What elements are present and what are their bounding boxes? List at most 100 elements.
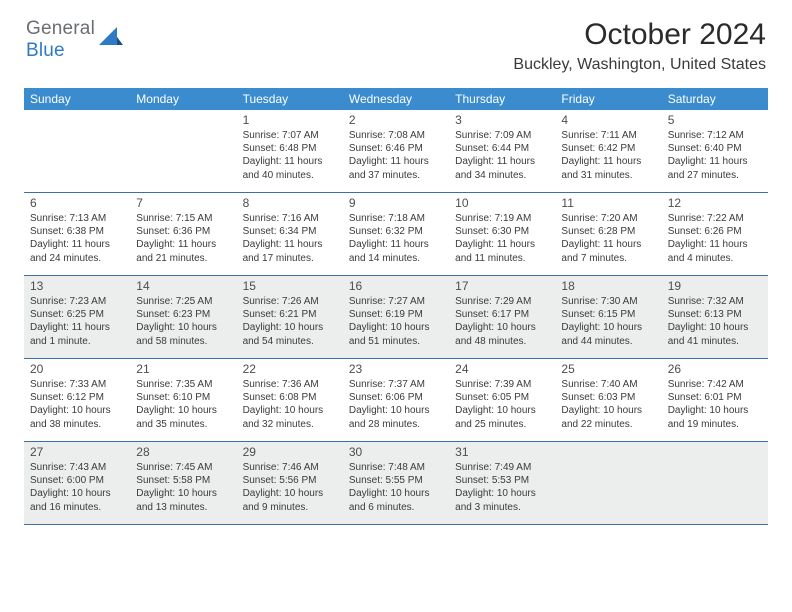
brand-logo: General Blue: [26, 18, 125, 62]
sunrise-text: Sunrise: 7:49 AM: [455, 461, 549, 474]
location: Buckley, Washington, United States: [513, 56, 766, 74]
day-number: 24: [455, 362, 549, 376]
sunset-text: Sunset: 6:34 PM: [243, 225, 337, 238]
sunset-text: Sunset: 6:38 PM: [30, 225, 124, 238]
sunset-text: Sunset: 6:01 PM: [668, 391, 762, 404]
daylight-text: Daylight: 11 hours and 11 minutes.: [455, 238, 549, 264]
daylight-text: Daylight: 11 hours and 40 minutes.: [243, 155, 337, 181]
sunrise-text: Sunrise: 7:32 AM: [668, 295, 762, 308]
day-number: 30: [349, 445, 443, 459]
sunrise-text: Sunrise: 7:48 AM: [349, 461, 443, 474]
sunset-text: Sunset: 5:58 PM: [136, 474, 230, 487]
day-cell: 29Sunrise: 7:46 AMSunset: 5:56 PMDayligh…: [237, 442, 343, 524]
day-cell: 18Sunrise: 7:30 AMSunset: 6:15 PMDayligh…: [555, 276, 661, 358]
weeks-container: 1Sunrise: 7:07 AMSunset: 6:48 PMDaylight…: [24, 110, 768, 525]
sunrise-text: Sunrise: 7:19 AM: [455, 212, 549, 225]
day-number: 11: [561, 196, 655, 210]
dow-row: SundayMondayTuesdayWednesdayThursdayFrid…: [24, 88, 768, 110]
day-number: 15: [243, 279, 337, 293]
sunrise-text: Sunrise: 7:20 AM: [561, 212, 655, 225]
sunrise-text: Sunrise: 7:08 AM: [349, 129, 443, 142]
sunset-text: Sunset: 6:21 PM: [243, 308, 337, 321]
day-number: 18: [561, 279, 655, 293]
brand-part2: Blue: [26, 40, 65, 61]
sunrise-text: Sunrise: 7:25 AM: [136, 295, 230, 308]
sunset-text: Sunset: 6:13 PM: [668, 308, 762, 321]
sunrise-text: Sunrise: 7:45 AM: [136, 461, 230, 474]
daylight-text: Daylight: 10 hours and 58 minutes.: [136, 321, 230, 347]
week-row: 20Sunrise: 7:33 AMSunset: 6:12 PMDayligh…: [24, 359, 768, 442]
day-number: 31: [455, 445, 549, 459]
brand-part1: General: [26, 18, 95, 39]
daylight-text: Daylight: 10 hours and 19 minutes.: [668, 404, 762, 430]
day-number: 6: [30, 196, 124, 210]
sunrise-text: Sunrise: 7:26 AM: [243, 295, 337, 308]
daylight-text: Daylight: 11 hours and 34 minutes.: [455, 155, 549, 181]
day-cell: 13 Sunrise: 7:23 AMSunset: 6:25 PMDayligh…: [24, 276, 130, 358]
sunset-text: Sunset: 6:05 PM: [455, 391, 549, 404]
sunrise-text: Sunrise: 7:27 AM: [349, 295, 443, 308]
day-number: 13: [30, 279, 124, 293]
dow-cell: Friday: [555, 88, 661, 110]
header: General Blue October 2024 Buckley, Washi…: [0, 0, 792, 80]
day-number: 10: [455, 196, 549, 210]
daylight-text: Daylight: 10 hours and 41 minutes.: [668, 321, 762, 347]
day-cell: 1Sunrise: 7:07 AMSunset: 6:48 PMDaylight…: [237, 110, 343, 192]
day-number: 2: [349, 113, 443, 127]
daylight-text: Daylight: 11 hours and 7 minutes.: [561, 238, 655, 264]
sunrise-text: Sunrise: 7:16 AM: [243, 212, 337, 225]
day-cell: 6Sunrise: 7:13 AMSunset: 6:38 PMDaylight…: [24, 193, 130, 275]
sunrise-text: Sunrise: 7:22 AM: [668, 212, 762, 225]
day-number: 22: [243, 362, 337, 376]
sunset-text: Sunset: 6:26 PM: [668, 225, 762, 238]
day-number: 29: [243, 445, 337, 459]
daylight-text: Daylight: 10 hours and 38 minutes.: [30, 404, 124, 430]
daylight-text: Daylight: 11 hours and 4 minutes.: [668, 238, 762, 264]
sunset-text: Sunset: 5:56 PM: [243, 474, 337, 487]
sunset-text: Sunset: 6:36 PM: [136, 225, 230, 238]
day-cell: 28Sunrise: 7:45 AMSunset: 5:58 PMDayligh…: [130, 442, 236, 524]
day-cell: 2Sunrise: 7:08 AMSunset: 6:46 PMDaylight…: [343, 110, 449, 192]
week-row: 27Sunrise: 7:43 AMSunset: 6:00 PMDayligh…: [24, 442, 768, 525]
sunset-text: Sunset: 6:25 PM: [30, 308, 124, 321]
day-cell: 7Sunrise: 7:15 AMSunset: 6:36 PMDaylight…: [130, 193, 236, 275]
sunset-text: Sunset: 6:28 PM: [561, 225, 655, 238]
sunrise-text: Sunrise: 7:09 AM: [455, 129, 549, 142]
daylight-text: Daylight: 11 hours and 1 minute.: [30, 321, 124, 347]
day-number: 27: [30, 445, 124, 459]
day-number: 23: [349, 362, 443, 376]
daylight-text: Daylight: 10 hours and 54 minutes.: [243, 321, 337, 347]
dow-cell: Monday: [130, 88, 236, 110]
day-cell: 15 Sunrise: 7:26 AMSunset: 6:21 PMDayligh…: [237, 276, 343, 358]
sunset-text: Sunset: 5:55 PM: [349, 474, 443, 487]
sunrise-text: Sunrise: 7:23 AM: [30, 295, 124, 308]
sunrise-text: Sunrise: 7:37 AM: [349, 378, 443, 391]
week-row: 6Sunrise: 7:13 AMSunset: 6:38 PMDaylight…: [24, 193, 768, 276]
day-number: 3: [455, 113, 549, 127]
day-cell: 25Sunrise: 7:40 AMSunset: 6:03 PMDayligh…: [555, 359, 661, 441]
sunset-text: Sunset: 6:15 PM: [561, 308, 655, 321]
sunrise-text: Sunrise: 7:18 AM: [349, 212, 443, 225]
day-cell: [555, 442, 661, 524]
day-cell: 19Sunrise: 7:32 AMSunset: 6:13 PMDayligh…: [662, 276, 768, 358]
day-cell: 8Sunrise: 7:16 AMSunset: 6:34 PMDaylight…: [237, 193, 343, 275]
day-cell: 31Sunrise: 7:49 AMSunset: 5:53 PMDayligh…: [449, 442, 555, 524]
sunset-text: Sunset: 6:30 PM: [455, 225, 549, 238]
dow-cell: Tuesday: [237, 88, 343, 110]
sunset-text: Sunset: 6:46 PM: [349, 142, 443, 155]
brand-text: General Blue: [26, 18, 95, 62]
day-cell: 26Sunrise: 7:42 AMSunset: 6:01 PMDayligh…: [662, 359, 768, 441]
daylight-text: Daylight: 10 hours and 48 minutes.: [455, 321, 549, 347]
dow-cell: Sunday: [24, 88, 130, 110]
daylight-text: Daylight: 10 hours and 16 minutes.: [30, 487, 124, 513]
day-cell: 30Sunrise: 7:48 AMSunset: 5:55 PMDayligh…: [343, 442, 449, 524]
day-cell: 22Sunrise: 7:36 AMSunset: 6:08 PMDayligh…: [237, 359, 343, 441]
dow-cell: Wednesday: [343, 88, 449, 110]
day-number: 5: [668, 113, 762, 127]
day-cell: 12Sunrise: 7:22 AMSunset: 6:26 PMDayligh…: [662, 193, 768, 275]
sunset-text: Sunset: 6:40 PM: [668, 142, 762, 155]
title-block: October 2024 Buckley, Washington, United…: [513, 18, 766, 74]
sunset-text: Sunset: 6:17 PM: [455, 308, 549, 321]
week-row: 1Sunrise: 7:07 AMSunset: 6:48 PMDaylight…: [24, 110, 768, 193]
day-cell: 3Sunrise: 7:09 AMSunset: 6:44 PMDaylight…: [449, 110, 555, 192]
